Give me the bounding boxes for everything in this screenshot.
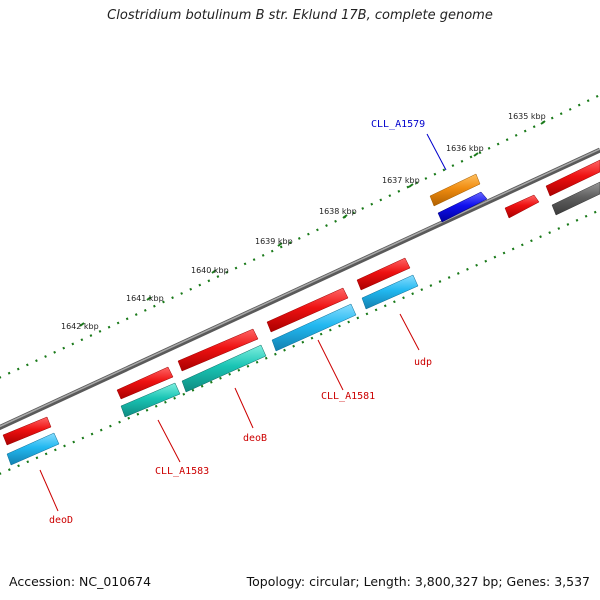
tick-label-1635: 1635 kbp bbox=[508, 112, 546, 121]
gene-red-udp[interactable] bbox=[356, 257, 411, 291]
gene-teal-cll-a1583[interactable] bbox=[120, 382, 181, 418]
tick-label-1637: 1637 kbp bbox=[382, 176, 420, 185]
gene-red-deob[interactable] bbox=[177, 328, 259, 372]
forward-genes bbox=[429, 159, 600, 219]
genome-backbone bbox=[0, 147, 600, 431]
genome-backbone-highlight bbox=[0, 148, 600, 428]
map-title: Clostridium botulinum B str. Eklund 17B,… bbox=[107, 8, 493, 23]
gene-red-deod[interactable] bbox=[2, 416, 52, 446]
gene-red-cll-a1583[interactable] bbox=[116, 366, 174, 400]
gene-cyan-deod[interactable] bbox=[6, 432, 60, 466]
gene-label-cll-a1583: CLL_A1583 bbox=[155, 466, 209, 477]
gene-gray-right[interactable] bbox=[551, 181, 600, 216]
tick-label-1642: 1642 kbp bbox=[61, 322, 99, 331]
tick-label-1638: 1638 kbp bbox=[319, 207, 357, 216]
major-tick-1637 bbox=[408, 183, 414, 188]
leader-cll-a1581 bbox=[317, 339, 344, 391]
gene-red-right-large[interactable] bbox=[545, 159, 600, 197]
gene-red-cll-a1581[interactable] bbox=[266, 287, 349, 333]
label-leaders bbox=[39, 133, 447, 512]
gene-cyan-udp[interactable] bbox=[361, 274, 419, 310]
gene-red-right-small[interactable] bbox=[504, 194, 540, 219]
leader-deod bbox=[39, 469, 59, 512]
major-tick-1640 bbox=[211, 269, 217, 274]
accession-label: Accession: NC_010674 bbox=[9, 574, 152, 589]
gene-label-deob: deoB bbox=[243, 433, 267, 444]
leader-cll-a1583 bbox=[157, 419, 181, 463]
leader-udp bbox=[399, 313, 420, 351]
gene-cyan-cll-a1581[interactable] bbox=[271, 303, 357, 352]
gene-label-deod: deoD bbox=[49, 515, 73, 526]
major-ticks bbox=[79, 120, 546, 327]
inner-tick-ring bbox=[0, 208, 600, 475]
tick-label-1640: 1640 kbp bbox=[191, 266, 229, 275]
tick-label-1641: 1641 kbp bbox=[126, 294, 164, 303]
major-tick-1641 bbox=[146, 296, 152, 301]
major-tick-1638 bbox=[342, 214, 348, 219]
major-tick-1636 bbox=[473, 152, 479, 157]
tick-label-1639: 1639 kbp bbox=[255, 237, 293, 246]
major-tick-1639 bbox=[277, 242, 283, 247]
gene-blue-cll-a1579[interactable] bbox=[437, 191, 488, 223]
reverse-genes-inner bbox=[6, 274, 419, 466]
reverse-genes-outer bbox=[2, 181, 600, 446]
topology-label: Topology: circular; Length: 3,800,327 bp… bbox=[246, 574, 590, 589]
major-tick-1635 bbox=[540, 120, 546, 125]
leader-cll-a1579 bbox=[426, 133, 447, 171]
major-tick-1642 bbox=[79, 322, 85, 327]
gene-label-cll-a1581: CLL_A1581 bbox=[321, 391, 375, 402]
tick-label-1636: 1636 kbp bbox=[446, 144, 484, 153]
gene-orange-cll-a1579[interactable] bbox=[429, 173, 481, 207]
gene-label-udp: udp bbox=[414, 357, 432, 368]
gene-teal-deob[interactable] bbox=[181, 344, 267, 393]
leader-deob bbox=[234, 387, 254, 429]
gene-label-cll-a1579: CLL_A1579 bbox=[371, 119, 425, 130]
